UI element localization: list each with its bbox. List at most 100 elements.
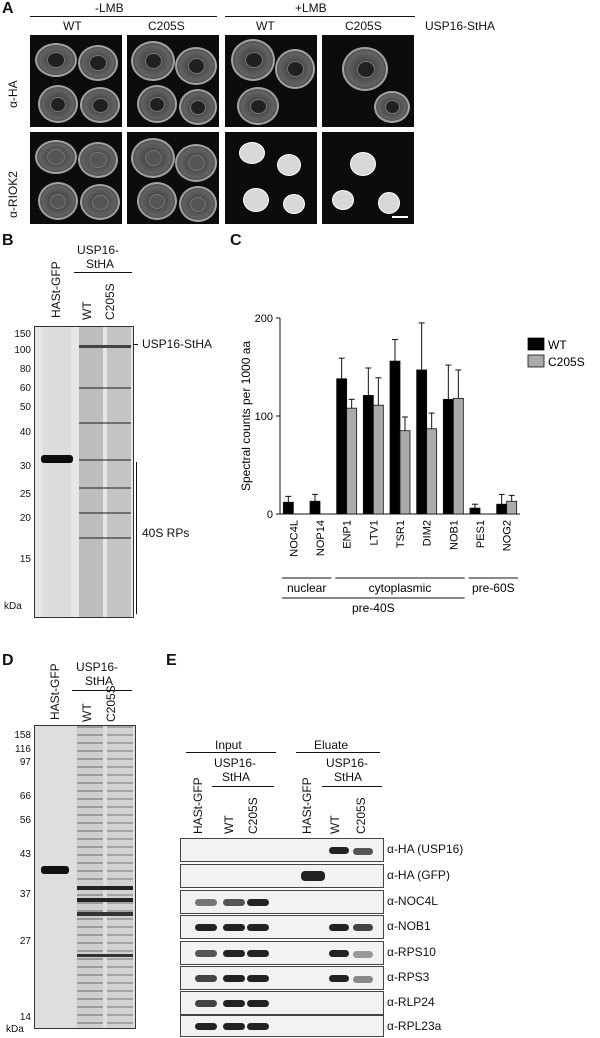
construct-line1: USP16- (77, 243, 120, 257)
panel-e-label: E (166, 652, 177, 669)
marker-b-100: 100 (14, 345, 31, 356)
unit-d: kDa (6, 1024, 24, 1035)
legend-label-c205s: C205S (548, 355, 585, 369)
bar-c205s-nob1 (452, 397, 464, 515)
group-eluate: Eluate (314, 738, 349, 752)
col-c205s-1: C205S (148, 19, 185, 33)
ab-nob1: α-NOB1 (387, 919, 431, 933)
lane-d-wt: WT (80, 703, 94, 722)
lane-d-hast-gfp: HASt-GFP (48, 663, 62, 720)
micrograph-riok2-wt-plus (225, 132, 317, 224)
gel-d (34, 725, 136, 1029)
marker-d-37: 37 (19, 889, 31, 900)
lane-c205s: C205S (103, 283, 117, 320)
panel-a-label: A (2, 0, 14, 17)
col-wt-2: WT (256, 19, 275, 33)
gel-b (34, 326, 134, 618)
marker-b-150: 150 (14, 329, 31, 340)
lane-e-wt-1: WT (222, 815, 236, 834)
blot-rpl23a (180, 1015, 384, 1037)
group-plus-lmb: +LMB (295, 1, 327, 15)
micrograph-ha-c205s-minus (127, 35, 219, 127)
x-tick-label-enp1: ENP1 (342, 520, 354, 549)
ab-ha-usp16: α-HA (USP16) (387, 842, 464, 856)
bar-c205s-tsr1 (399, 430, 411, 515)
group-cytoplasmic-label: cytoplasmic (369, 581, 432, 595)
construct-e-a1: USP16- (214, 756, 257, 770)
lane-e-wt-2: WT (328, 815, 342, 834)
group-input: Input (215, 738, 242, 752)
x-tick-label-nob1: NOB1 (448, 520, 460, 550)
ab-rps10: α-RPS10 (387, 945, 436, 959)
panel-d-label: D (2, 652, 14, 669)
micrograph-ha-wt-plus (225, 35, 317, 127)
bar-c205s-enp1 (346, 407, 358, 515)
marker-d-66: 66 (19, 791, 31, 802)
lane-d-c205s: C205S (104, 685, 118, 722)
construct-label: USP16-StHA (425, 19, 496, 33)
construct-e-line2 (322, 786, 382, 787)
marker-b-25: 25 (19, 489, 31, 500)
row-label-riok2: α-RIOK2 (6, 171, 20, 218)
construct-e-b1: StHA (222, 770, 251, 784)
marker-d-43: 43 (19, 849, 31, 860)
annot-rps-bracket (136, 462, 137, 614)
ab-noc4l: α-NOC4L (387, 894, 438, 908)
bar-wt-nob1 (442, 398, 454, 515)
blot-nob1 (180, 915, 384, 939)
panel-b-label: B (2, 232, 14, 249)
x-tick-label-nop14: NOP14 (315, 520, 327, 556)
group-plus-line (225, 16, 415, 17)
marker-d-14: 14 (19, 1012, 31, 1023)
x-tick-label-ltv1: LTV1 (368, 520, 380, 545)
y-axis-label: Spectral counts per 1000 aa (239, 341, 253, 491)
x-tick-label-pes1: PES1 (475, 520, 487, 548)
bar-wt-enp1 (336, 378, 348, 515)
construct-d-line2: StHA (85, 674, 114, 688)
marker-d-116: 116 (15, 744, 31, 755)
marker-b-80: 80 (19, 364, 31, 375)
annot-40s-rps: 40S RPs (142, 526, 190, 540)
lane-e-hast-1: HASt-GFP (191, 777, 205, 834)
y-tick-label-200: 200 (255, 313, 273, 325)
x-tick-label-dim2: DIM2 (422, 520, 434, 546)
marker-b-40: 40 (19, 427, 31, 438)
construct-line (74, 272, 132, 273)
y-tick-label-100: 100 (255, 411, 273, 423)
legend-swatch-c205s (527, 354, 545, 368)
marker-d-97: 97 (19, 757, 31, 768)
construct-d-line1: USP16- (76, 660, 119, 674)
construct-e-line1 (212, 786, 274, 787)
blot-rlp24 (180, 991, 384, 1015)
blot-rps3 (180, 966, 384, 990)
annot-usp16-sthA: USP16-StHA (142, 337, 213, 351)
bar-c205s-ltv1 (372, 404, 384, 515)
marker-b-30: 30 (19, 461, 31, 472)
micrograph-riok2-c205s-minus (127, 132, 219, 224)
construct-d-line (72, 690, 132, 691)
bar-wt-tsr1 (389, 360, 401, 515)
x-tick-label-nog2: NOG2 (502, 520, 514, 551)
micrograph-riok2-wt-minus (30, 132, 122, 224)
micrograph-ha-wt-minus (30, 35, 122, 127)
blot-rps10 (180, 941, 384, 965)
ab-ha-gfp: α-HA (GFP) (387, 868, 450, 882)
marker-b-20: 20 (19, 513, 31, 524)
row-label-ha: α-HA (6, 80, 20, 108)
bar-wt-dim2 (416, 369, 428, 515)
legend-label-wt: WT (548, 338, 567, 352)
group-pre40s-label: pre-40S (352, 601, 395, 615)
annot-usp-tick (133, 344, 138, 345)
construct-e-b2: StHA (334, 770, 363, 784)
bar-wt-ltv1 (362, 395, 374, 515)
ab-rps3: α-RPS3 (387, 970, 430, 984)
blot-ha-usp16 (180, 838, 384, 862)
group-nuclear-label: nuclear (287, 581, 326, 595)
ab-rlp24: α-RLP24 (387, 995, 435, 1009)
bar-wt-noc4l (282, 501, 294, 515)
unit-b: kDa (4, 601, 22, 612)
bar-wt-nop14 (309, 500, 321, 515)
x-tick-label-tsr1: TSR1 (395, 520, 407, 548)
bar-c205s-nog2 (506, 500, 518, 515)
blot-ha-gfp (180, 864, 384, 888)
